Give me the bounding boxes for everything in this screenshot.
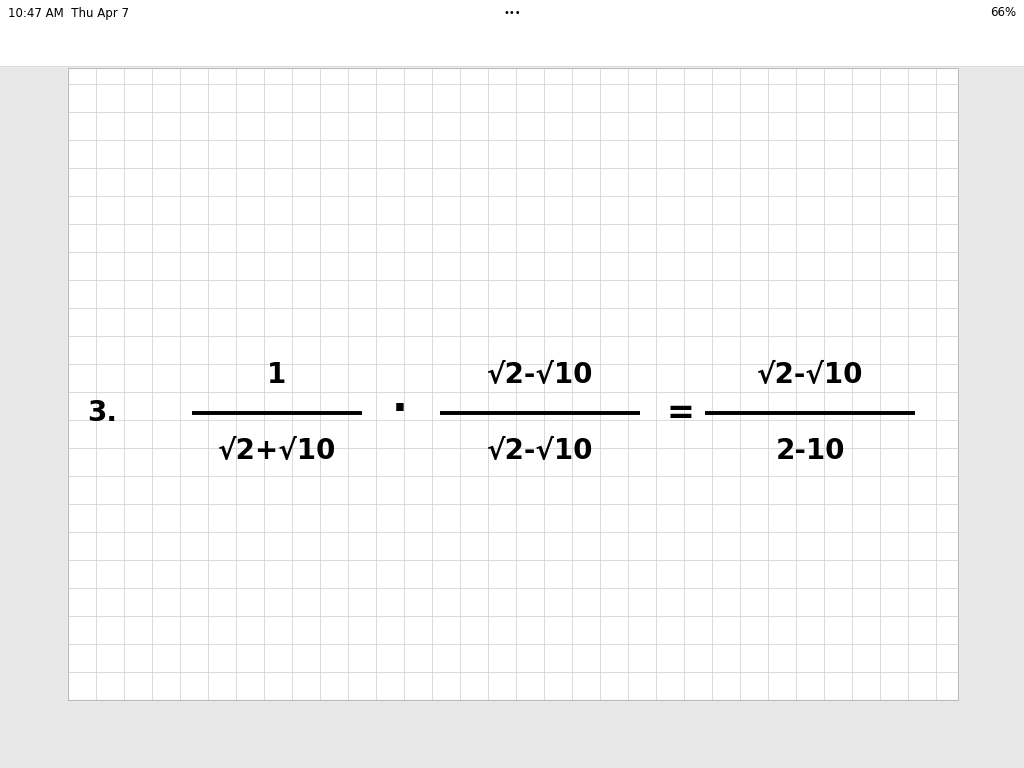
Text: 66%: 66% xyxy=(990,6,1016,19)
Text: √2-√10: √2-√10 xyxy=(757,361,863,389)
Text: 3.: 3. xyxy=(87,399,117,427)
Text: =: = xyxy=(666,396,694,429)
Text: √2-√10: √2-√10 xyxy=(486,437,593,465)
Text: √2-√10: √2-√10 xyxy=(486,361,593,389)
Text: •••: ••• xyxy=(503,8,521,18)
Text: 1: 1 xyxy=(267,361,287,389)
Text: √2+√10: √2+√10 xyxy=(218,437,336,465)
Text: 2-10: 2-10 xyxy=(775,437,845,465)
Bar xyxy=(68,68,958,700)
Text: ·: · xyxy=(392,389,408,431)
Bar xyxy=(0,0,1024,26)
Bar xyxy=(0,26,1024,66)
Text: 10:47 AM  Thu Apr 7: 10:47 AM Thu Apr 7 xyxy=(8,6,129,19)
